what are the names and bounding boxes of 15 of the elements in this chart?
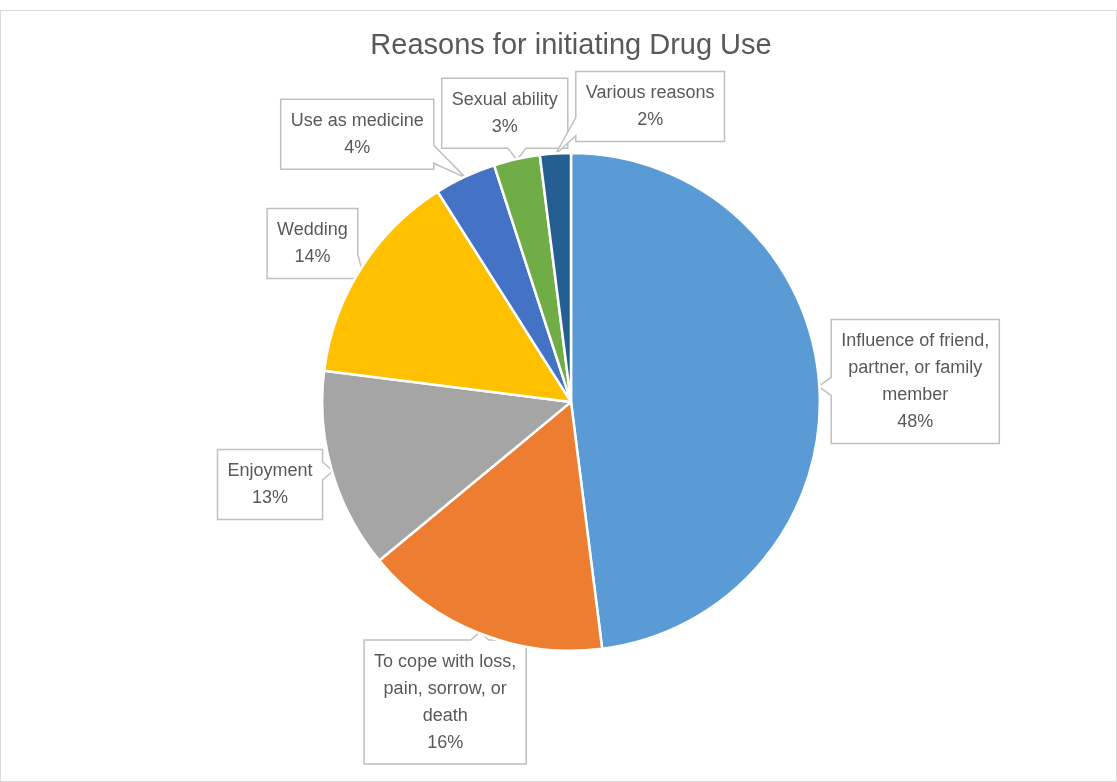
- data-label: 4%: [344, 136, 371, 157]
- chart-title: Reasons for initiating Drug Use: [370, 28, 772, 61]
- data-label: 16%: [427, 731, 464, 752]
- slice-label: Use as medicine: [290, 109, 424, 130]
- data-label: 13%: [252, 486, 289, 507]
- slice-label: To cope with loss, pain, sorrow, or death: [374, 650, 517, 725]
- data-label: 3%: [491, 115, 518, 136]
- data-label: 2%: [637, 109, 664, 130]
- slice-label: Enjoyment: [227, 459, 313, 480]
- slice-label: Influence of friend, partner, or family member: [841, 330, 990, 405]
- slice-label: Wedding: [277, 218, 348, 239]
- slice-label: Various reasons: [585, 82, 715, 103]
- data-label: 48%: [897, 411, 934, 432]
- slice-label: Sexual ability: [451, 88, 558, 109]
- data-label: 14%: [294, 245, 331, 266]
